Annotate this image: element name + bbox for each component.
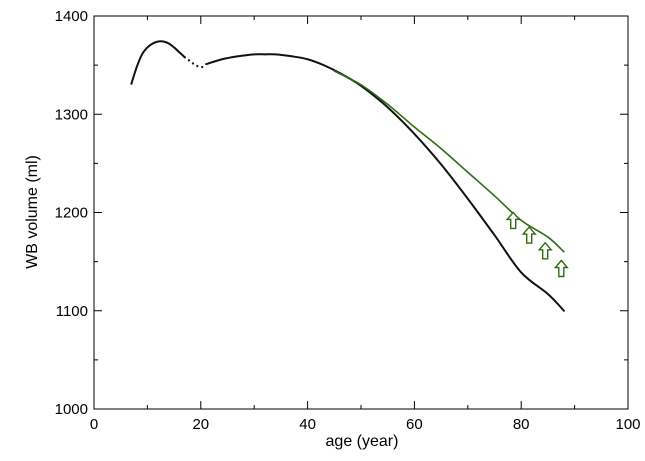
- up-arrow-icon: [537, 241, 553, 260]
- plot-area: [93, 15, 629, 410]
- plot-frame: [93, 15, 629, 410]
- y-tick-label: 1200: [55, 205, 88, 222]
- tick-layer: 0 20 40 60 80 100 1000 1100 1200 1300 1400: [55, 8, 641, 433]
- y-tick-label: 1000: [55, 401, 88, 418]
- up-arrow-icon: [505, 211, 521, 230]
- y-tick-label: 1100: [56, 303, 88, 320]
- x-tick-label: 80: [513, 416, 530, 433]
- up-arrow-icon: [521, 226, 537, 244]
- series-layer: [130, 40, 565, 312]
- x-tick-label: 40: [299, 416, 316, 433]
- series-line-4: [333, 70, 565, 253]
- arrow-layer: [505, 211, 569, 278]
- y-tick-label: 1400: [55, 8, 88, 25]
- series-line-3: [205, 53, 565, 312]
- series-line-1: [130, 40, 186, 85]
- x-tick-label: 20: [192, 416, 209, 433]
- y-tick-label: 1300: [55, 106, 88, 123]
- x-tick-label: 100: [615, 416, 640, 433]
- y-axis-label: WB volume (ml): [24, 155, 41, 269]
- up-arrow-icon: [553, 259, 569, 278]
- x-tick-label: 60: [406, 416, 423, 433]
- x-tick-label: 0: [90, 416, 98, 433]
- x-axis-label: age (year): [326, 433, 399, 450]
- series-line-2: [183, 56, 208, 69]
